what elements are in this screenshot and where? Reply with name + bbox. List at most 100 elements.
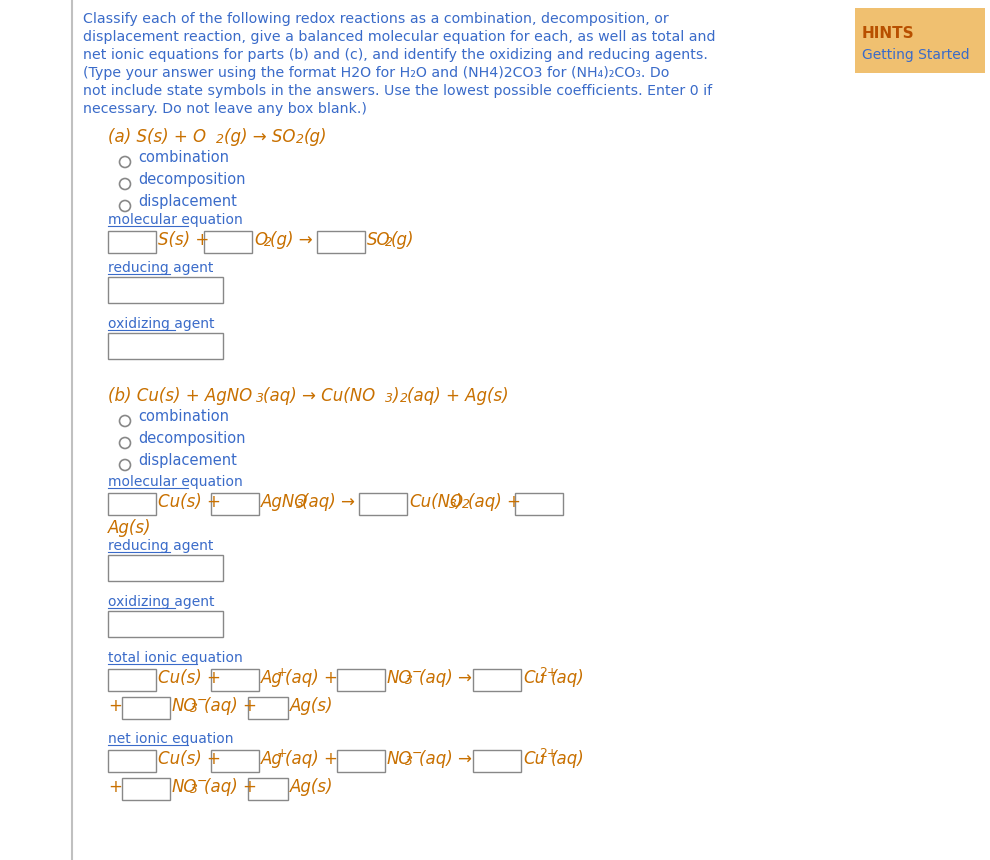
Text: +: + bbox=[277, 747, 288, 760]
Text: 3: 3 bbox=[256, 392, 264, 405]
Text: (aq): (aq) bbox=[551, 750, 585, 768]
Text: decomposition: decomposition bbox=[138, 431, 246, 446]
FancyBboxPatch shape bbox=[855, 8, 985, 73]
Text: oxidizing agent: oxidizing agent bbox=[108, 317, 215, 331]
FancyBboxPatch shape bbox=[108, 669, 156, 691]
Text: ): ) bbox=[455, 493, 461, 511]
Text: S(s) +: S(s) + bbox=[158, 231, 209, 249]
FancyBboxPatch shape bbox=[473, 669, 521, 691]
Text: (aq) + Ag(s): (aq) + Ag(s) bbox=[407, 387, 509, 405]
Text: (aq) +: (aq) + bbox=[285, 750, 338, 768]
Text: (g) → SO: (g) → SO bbox=[224, 128, 295, 146]
Text: (g): (g) bbox=[304, 128, 328, 146]
Text: SO: SO bbox=[367, 231, 391, 249]
FancyBboxPatch shape bbox=[204, 231, 252, 253]
FancyBboxPatch shape bbox=[515, 493, 563, 515]
Text: (aq) +: (aq) + bbox=[468, 493, 521, 511]
Text: −: − bbox=[412, 666, 423, 679]
Text: 3: 3 bbox=[190, 783, 198, 796]
Text: reducing agent: reducing agent bbox=[108, 539, 214, 553]
Text: net ionic equations for parts (b) and (c), and identify the oxidizing and reduci: net ionic equations for parts (b) and (c… bbox=[83, 48, 708, 62]
Text: displacement: displacement bbox=[138, 194, 237, 209]
Text: (aq) +: (aq) + bbox=[204, 697, 256, 715]
Text: 3: 3 bbox=[405, 755, 413, 768]
Text: Ag(s): Ag(s) bbox=[108, 519, 151, 537]
FancyBboxPatch shape bbox=[211, 750, 259, 772]
FancyBboxPatch shape bbox=[337, 750, 385, 772]
Text: (aq) → Cu(NO: (aq) → Cu(NO bbox=[263, 387, 375, 405]
Text: displacement: displacement bbox=[138, 453, 237, 468]
Text: Cu: Cu bbox=[523, 750, 545, 768]
Text: molecular equation: molecular equation bbox=[108, 475, 243, 489]
Text: (aq) +: (aq) + bbox=[204, 778, 256, 796]
FancyBboxPatch shape bbox=[108, 231, 156, 253]
Text: total ionic equation: total ionic equation bbox=[108, 651, 243, 665]
FancyBboxPatch shape bbox=[248, 697, 288, 719]
Text: necessary. Do not leave any box blank.): necessary. Do not leave any box blank.) bbox=[83, 102, 367, 116]
Text: NO: NO bbox=[172, 697, 197, 715]
Text: 2: 2 bbox=[216, 133, 224, 146]
Text: Getting Started: Getting Started bbox=[862, 48, 969, 62]
Text: O: O bbox=[254, 231, 267, 249]
Text: ): ) bbox=[392, 387, 399, 405]
Text: 2: 2 bbox=[264, 236, 272, 249]
Text: Cu(NO: Cu(NO bbox=[409, 493, 463, 511]
Text: (b) Cu(s) + AgNO: (b) Cu(s) + AgNO bbox=[108, 387, 252, 405]
Text: 2: 2 bbox=[296, 133, 304, 146]
Text: Cu(s) +: Cu(s) + bbox=[158, 669, 221, 687]
FancyBboxPatch shape bbox=[317, 231, 365, 253]
Text: 3: 3 bbox=[449, 498, 457, 511]
Text: 2+: 2+ bbox=[539, 666, 557, 679]
FancyBboxPatch shape bbox=[108, 611, 223, 637]
Text: net ionic equation: net ionic equation bbox=[108, 732, 234, 746]
FancyBboxPatch shape bbox=[248, 778, 288, 800]
FancyBboxPatch shape bbox=[473, 750, 521, 772]
Text: Ag(s): Ag(s) bbox=[290, 697, 334, 715]
Text: Ag: Ag bbox=[261, 750, 283, 768]
Text: Cu: Cu bbox=[523, 669, 545, 687]
Text: NO: NO bbox=[172, 778, 197, 796]
FancyBboxPatch shape bbox=[337, 669, 385, 691]
Text: +: + bbox=[277, 666, 288, 679]
Text: Ag: Ag bbox=[261, 669, 283, 687]
Text: Classify each of the following redox reactions as a combination, decomposition, : Classify each of the following redox rea… bbox=[83, 12, 669, 26]
Text: (a) S(s) + O: (a) S(s) + O bbox=[108, 128, 206, 146]
FancyBboxPatch shape bbox=[108, 555, 223, 581]
Text: HINTS: HINTS bbox=[862, 26, 915, 41]
Text: (g) →: (g) → bbox=[270, 231, 313, 249]
Text: −: − bbox=[197, 694, 208, 707]
Text: AgNO: AgNO bbox=[261, 493, 308, 511]
Text: 2+: 2+ bbox=[539, 747, 557, 760]
Text: 2: 2 bbox=[385, 236, 393, 249]
Text: Cu(s) +: Cu(s) + bbox=[158, 493, 221, 511]
Text: (aq): (aq) bbox=[551, 669, 585, 687]
Text: 2: 2 bbox=[400, 392, 408, 405]
Text: NO: NO bbox=[387, 669, 413, 687]
Text: combination: combination bbox=[138, 150, 229, 165]
Text: 3: 3 bbox=[405, 674, 413, 687]
FancyBboxPatch shape bbox=[359, 493, 407, 515]
Text: −: − bbox=[412, 747, 423, 760]
Text: 3: 3 bbox=[190, 702, 198, 715]
Text: +: + bbox=[108, 778, 122, 796]
Text: (aq) →: (aq) → bbox=[419, 750, 472, 768]
Text: not include state symbols in the answers. Use the lowest possible coefficients. : not include state symbols in the answers… bbox=[83, 84, 712, 98]
Text: +: + bbox=[108, 697, 122, 715]
Text: oxidizing agent: oxidizing agent bbox=[108, 595, 215, 609]
FancyBboxPatch shape bbox=[108, 277, 223, 303]
FancyBboxPatch shape bbox=[122, 778, 170, 800]
FancyBboxPatch shape bbox=[211, 493, 259, 515]
Text: NO: NO bbox=[387, 750, 413, 768]
Text: −: − bbox=[197, 775, 208, 788]
Text: (aq) +: (aq) + bbox=[285, 669, 338, 687]
Text: 3: 3 bbox=[296, 498, 304, 511]
FancyBboxPatch shape bbox=[108, 493, 156, 515]
Text: (Type your answer using the format H2O for H₂O and (NH4)2CO3 for (NH₄)₂CO₃. Do: (Type your answer using the format H2O f… bbox=[83, 66, 669, 80]
Text: decomposition: decomposition bbox=[138, 172, 246, 187]
FancyBboxPatch shape bbox=[122, 697, 170, 719]
Text: (aq) →: (aq) → bbox=[302, 493, 354, 511]
Text: (aq) →: (aq) → bbox=[419, 669, 472, 687]
FancyBboxPatch shape bbox=[108, 750, 156, 772]
FancyBboxPatch shape bbox=[211, 669, 259, 691]
FancyBboxPatch shape bbox=[108, 333, 223, 359]
